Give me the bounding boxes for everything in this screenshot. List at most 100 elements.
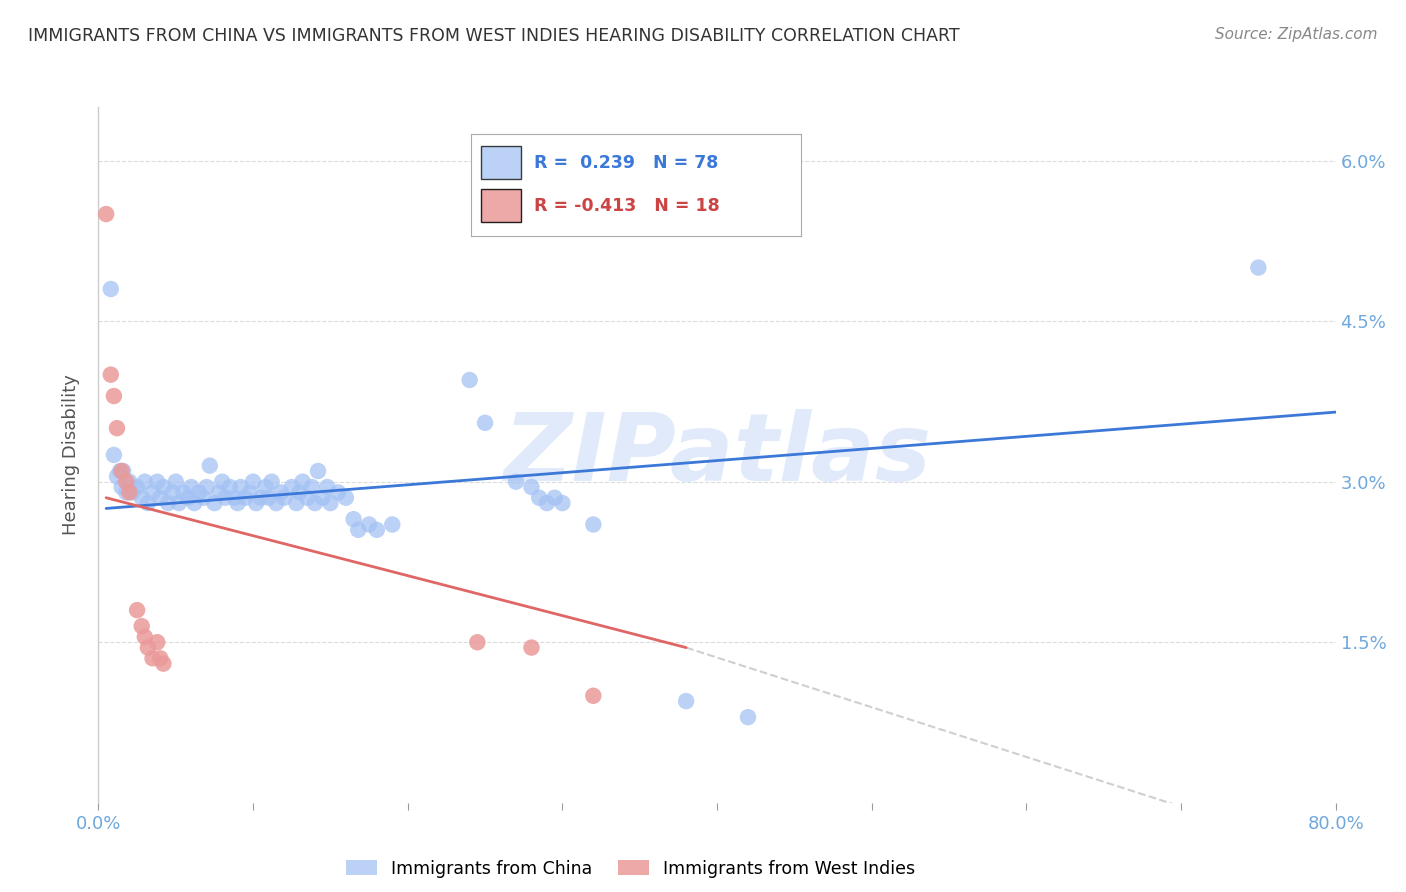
Point <box>127 603 149 617</box>
Point <box>242 475 264 489</box>
FancyBboxPatch shape <box>481 146 520 179</box>
Point <box>326 485 350 500</box>
Point <box>254 480 277 494</box>
Point <box>136 640 159 655</box>
Point <box>134 630 156 644</box>
Point <box>288 485 311 500</box>
Point <box>520 480 543 494</box>
Point <box>118 485 141 500</box>
Legend: Immigrants from China, Immigrants from West Indies: Immigrants from China, Immigrants from W… <box>339 853 922 885</box>
Point <box>131 491 153 505</box>
Point <box>100 368 122 382</box>
Point <box>177 491 200 505</box>
Point <box>301 480 323 494</box>
Point <box>198 458 221 473</box>
Point <box>214 491 236 505</box>
Point <box>529 491 551 505</box>
Point <box>357 517 380 532</box>
Point <box>162 485 184 500</box>
Point <box>152 480 174 494</box>
Point <box>467 635 489 649</box>
Point <box>582 517 605 532</box>
Point <box>257 491 280 505</box>
Point <box>273 491 295 505</box>
Point <box>1247 260 1270 275</box>
Point <box>235 491 257 505</box>
Point <box>219 480 242 494</box>
Point <box>103 389 125 403</box>
Point <box>319 496 342 510</box>
FancyBboxPatch shape <box>481 189 520 222</box>
Point <box>136 496 159 510</box>
Point <box>127 480 149 494</box>
Point <box>146 475 169 489</box>
Point <box>165 475 187 489</box>
Point <box>226 496 249 510</box>
Point <box>250 491 273 505</box>
Text: ZIPatlas: ZIPatlas <box>503 409 931 501</box>
Point <box>115 475 138 489</box>
Point <box>167 496 190 510</box>
Point <box>183 496 205 510</box>
Point <box>366 523 388 537</box>
Point <box>245 496 267 510</box>
Point <box>108 464 131 478</box>
Point <box>105 469 128 483</box>
Point <box>188 485 211 500</box>
Point <box>347 523 370 537</box>
Point <box>458 373 481 387</box>
Point <box>285 496 308 510</box>
Text: IMMIGRANTS FROM CHINA VS IMMIGRANTS FROM WEST INDIES HEARING DISABILITY CORRELAT: IMMIGRANTS FROM CHINA VS IMMIGRANTS FROM… <box>28 27 960 45</box>
Text: R = -0.413   N = 18: R = -0.413 N = 18 <box>534 196 720 215</box>
Point <box>121 485 143 500</box>
Point <box>149 491 172 505</box>
Point <box>266 496 288 510</box>
Point <box>520 640 543 655</box>
Point <box>281 480 304 494</box>
Point <box>115 485 138 500</box>
Point <box>239 485 262 500</box>
Point <box>307 464 329 478</box>
Point <box>208 485 231 500</box>
Point <box>142 651 165 665</box>
Point <box>312 491 335 505</box>
Point <box>105 421 128 435</box>
Point <box>118 475 141 489</box>
Point <box>152 657 174 671</box>
Point <box>551 496 574 510</box>
Point <box>211 475 233 489</box>
Point <box>343 512 366 526</box>
Point <box>173 485 195 500</box>
Point <box>142 485 165 500</box>
Point <box>146 635 169 649</box>
Text: R =  0.239   N = 78: R = 0.239 N = 78 <box>534 153 718 171</box>
Point <box>381 517 404 532</box>
Point <box>193 491 215 505</box>
Point <box>195 480 218 494</box>
Point <box>100 282 122 296</box>
Point <box>112 464 135 478</box>
Point <box>675 694 697 708</box>
Point <box>260 475 283 489</box>
Point <box>582 689 605 703</box>
Point <box>316 480 339 494</box>
Point <box>474 416 496 430</box>
Point <box>270 485 292 500</box>
Point <box>134 475 156 489</box>
Point <box>149 651 172 665</box>
Point <box>505 475 527 489</box>
Point <box>204 496 226 510</box>
Point <box>536 496 558 510</box>
Point <box>96 207 118 221</box>
Point <box>304 496 326 510</box>
Point <box>180 480 202 494</box>
Point <box>229 480 252 494</box>
Point <box>335 491 357 505</box>
Point <box>111 464 134 478</box>
Point <box>157 496 180 510</box>
Point <box>111 480 134 494</box>
Point <box>297 491 319 505</box>
Point <box>543 491 565 505</box>
Text: Source: ZipAtlas.com: Source: ZipAtlas.com <box>1215 27 1378 42</box>
Point <box>737 710 759 724</box>
